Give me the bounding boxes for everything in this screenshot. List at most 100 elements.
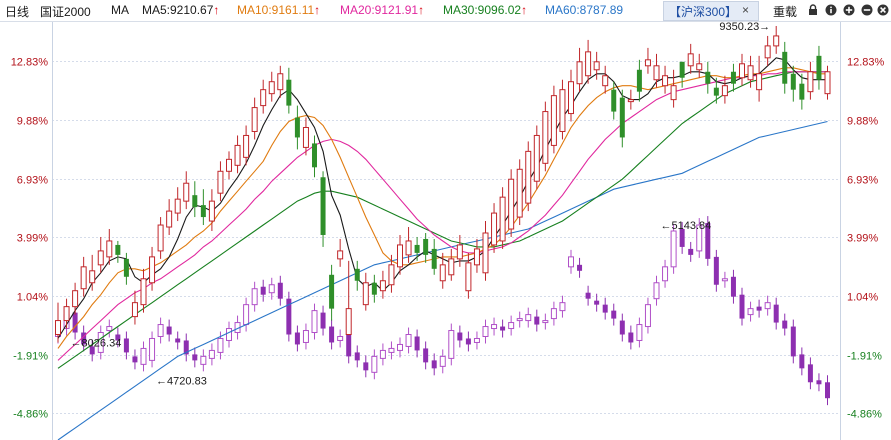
compare-tab[interactable]: 【沪深300】 ×: [663, 1, 759, 21]
index-candle: [816, 55, 822, 80]
compare-candle: [825, 382, 830, 399]
compare-candle: [268, 284, 275, 294]
compare-candle: [542, 320, 549, 324]
index-candle: [627, 99, 634, 103]
y-tick-label-left: 1.04%: [17, 292, 48, 304]
compare-candle: [508, 322, 515, 330]
close-icon[interactable]: ×: [742, 3, 750, 17]
index-candle: [320, 177, 326, 235]
price-annotation: ←8026.34: [71, 337, 122, 349]
compare-candle: [354, 352, 360, 361]
compare-candle: [115, 334, 121, 341]
compare-candle: [688, 248, 694, 255]
compare-candle: [465, 338, 471, 345]
index-candle: [379, 280, 386, 292]
compare-candle: [705, 223, 711, 259]
y-tick-label-right: 3.99%: [847, 233, 878, 245]
compare-candle: [243, 304, 250, 326]
compare-candle: [790, 326, 796, 357]
ma10-line: [57, 67, 828, 349]
overlay-button[interactable]: 重载: [773, 5, 798, 19]
y-tick-label-right: 12.83%: [847, 57, 885, 69]
index-candle: [166, 210, 173, 228]
compare-candle: [500, 326, 506, 331]
compare-candle: [448, 330, 455, 359]
compare-candle: [482, 326, 489, 337]
compare-candle: [730, 276, 736, 297]
index-candle: [773, 35, 780, 47]
compare-candle: [636, 324, 643, 341]
index-candle: [174, 198, 181, 214]
zoom-in-icon[interactable]: [843, 4, 855, 16]
compare-candle: [644, 304, 651, 328]
y-tick-label-right: 9.88%: [847, 116, 878, 128]
index-candle: [525, 150, 532, 204]
index-candle: [508, 178, 515, 230]
index-candle: [602, 75, 609, 87]
index-candle: [354, 268, 360, 281]
compare-candle: [568, 256, 574, 268]
y-tick-label-left: 6.93%: [17, 175, 48, 187]
chart-header: 日线 国证2000 MA MA5:9210.67↑ MA10:9161.11↑ …: [0, 0, 891, 22]
price-annotation: ←5143.84: [661, 220, 712, 232]
index-candle: [439, 264, 446, 282]
index-candle: [533, 134, 540, 182]
candlestick-chart[interactable]: 12.83% 12.83% 9.88% 9.88% 6.93% 6.93% 3.99% 3.9…: [0, 22, 891, 440]
index-candle: [243, 134, 250, 158]
compare-candle: [619, 320, 625, 335]
compare-candle: [756, 306, 762, 311]
compare-candle: [431, 360, 437, 369]
index-candle: [499, 196, 506, 242]
index-candle: [576, 61, 583, 85]
compare-candle: [782, 320, 788, 329]
annotations: 9350.23→ ←8026.34 ←4720.83 ←5143.84: [71, 22, 771, 387]
index-candle: [149, 256, 156, 284]
index-candle: [183, 182, 190, 202]
ma60-value: MA60:8787.89: [545, 3, 624, 17]
info-icon[interactable]: [825, 4, 837, 16]
compare-candle: [132, 356, 138, 363]
grid: [52, 61, 840, 414]
close-chart-icon[interactable]: [877, 4, 889, 16]
lock-icon[interactable]: [807, 4, 819, 16]
index-candle: [337, 250, 344, 260]
compare-candle: [773, 304, 779, 323]
compare-candle: [602, 304, 608, 313]
index-candle: [397, 244, 403, 268]
index-candle: [55, 320, 61, 336]
index-candle: [593, 61, 600, 71]
index-candle: [72, 290, 79, 308]
compare-candle: [577, 264, 583, 271]
index-candle: [405, 240, 412, 256]
index-candle: [756, 73, 763, 91]
y-axis-labels: 12.83% 12.83% 9.88% 9.88% 6.93% 6.93% 3.99% 3.9…: [11, 57, 885, 421]
index-candle: [123, 258, 129, 277]
compare-candle: [208, 349, 215, 359]
indicator-label[interactable]: MA: [111, 3, 129, 17]
compare-candle: [106, 326, 113, 332]
index-candles: [55, 25, 831, 343]
compare-candle: [807, 364, 813, 383]
y-tick-label-left: 9.88%: [17, 116, 48, 128]
compare-candle: [388, 347, 395, 353]
index-candle: [312, 143, 317, 168]
compare-candle: [628, 332, 634, 343]
ma5-value: MA5:9210.67↑: [142, 3, 219, 17]
index-candle: [473, 248, 480, 266]
ma10-text: MA10:9161.11: [237, 3, 315, 17]
zoom-out-icon[interactable]: [861, 4, 873, 16]
compare-candle: [611, 310, 617, 319]
ma30-text: MA30:9096.02: [443, 3, 522, 17]
period-label[interactable]: 日线: [5, 5, 30, 19]
compare-candle: [594, 300, 600, 305]
y-tick-label-left: -4.86%: [13, 409, 48, 421]
compare-candle: [72, 312, 78, 333]
index-candle: [277, 73, 284, 91]
price-annotation: 9350.23→: [719, 22, 770, 33]
compare-candle: [721, 278, 728, 282]
y-tick-label-left: 3.99%: [17, 233, 48, 245]
index-candle: [200, 205, 206, 218]
y-tick-label-right: -1.91%: [847, 351, 882, 363]
compare-candle: [200, 355, 207, 365]
index-candle: [559, 89, 566, 132]
